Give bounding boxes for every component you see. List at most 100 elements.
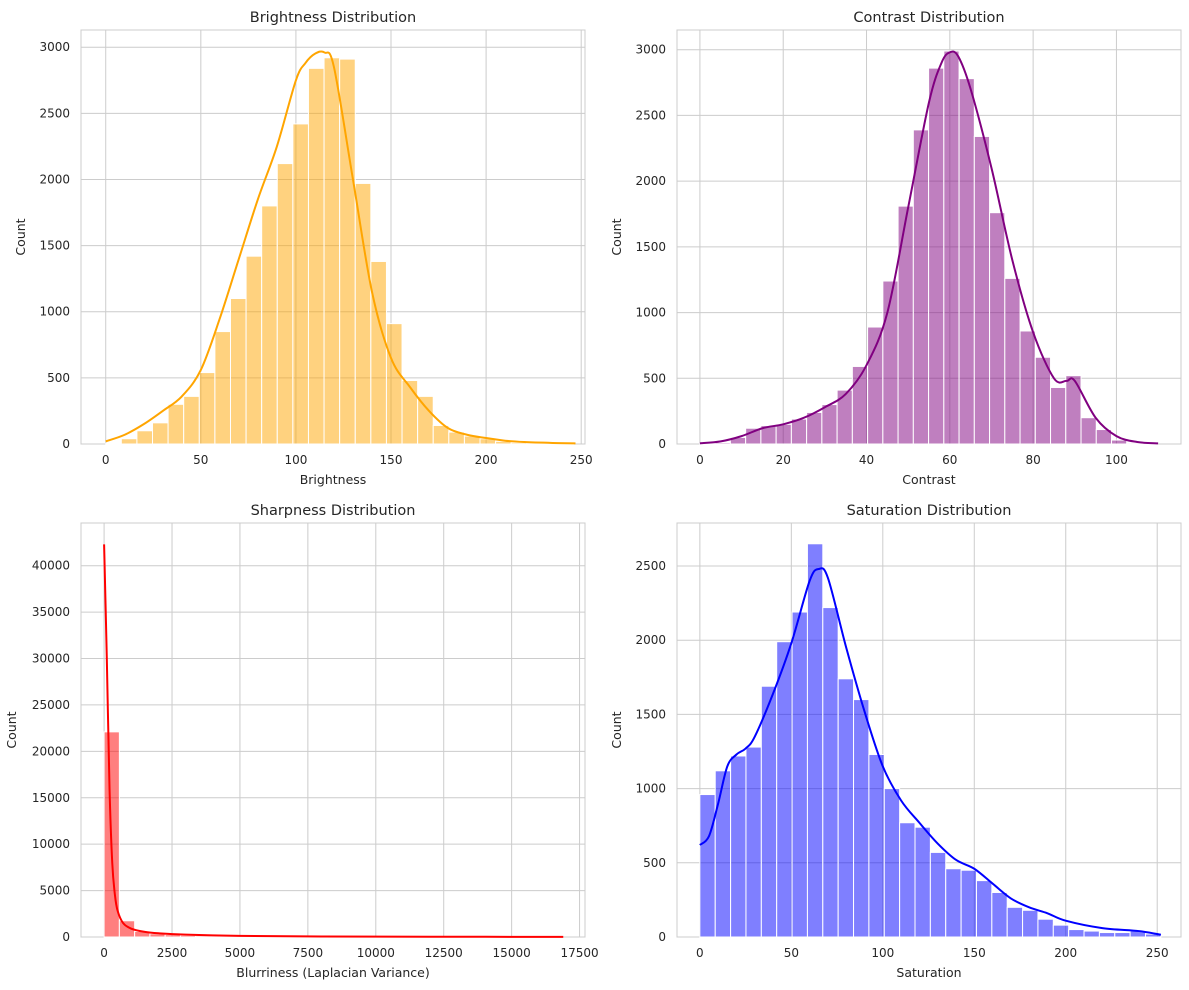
x-tick-label: 40 bbox=[859, 453, 874, 467]
histogram-bar bbox=[229, 298, 247, 445]
y-axis-label: Count bbox=[13, 218, 28, 255]
histogram-bar bbox=[152, 422, 169, 445]
x-axis-label: Brightness bbox=[300, 472, 367, 487]
histogram-bar bbox=[245, 255, 263, 445]
histogram-bar bbox=[167, 403, 185, 445]
x-tick-label: 100 bbox=[871, 946, 894, 960]
histogram-bar bbox=[776, 641, 793, 938]
x-tick-label: 200 bbox=[1054, 946, 1077, 960]
x-tick-label: 200 bbox=[475, 453, 498, 467]
x-tick-label: 150 bbox=[380, 453, 403, 467]
histogram-bar bbox=[791, 611, 808, 938]
y-tick-label: 500 bbox=[643, 856, 666, 870]
histogram-bar bbox=[120, 438, 138, 445]
histogram-bar bbox=[276, 163, 294, 445]
chart-title: Brightness Distribution bbox=[250, 10, 416, 26]
histogram-bar bbox=[699, 794, 716, 938]
x-tick-label: 100 bbox=[284, 453, 307, 467]
histogram-bar bbox=[945, 868, 962, 938]
histogram-bar bbox=[868, 753, 885, 938]
y-tick-label: 5000 bbox=[39, 884, 70, 898]
histogram-bar bbox=[943, 50, 960, 445]
histogram-bar bbox=[105, 442, 122, 445]
y-tick-label: 10000 bbox=[32, 837, 70, 851]
histogram-bar bbox=[1114, 932, 1131, 938]
x-tick-label: 20 bbox=[776, 453, 791, 467]
x-tick-label: 0 bbox=[696, 453, 704, 467]
histogram-bar bbox=[136, 430, 154, 445]
x-tick-label: 0 bbox=[100, 946, 108, 960]
histogram-bar bbox=[821, 404, 838, 445]
y-tick-label: 20000 bbox=[32, 744, 70, 758]
histogram-bar bbox=[370, 260, 387, 445]
histogram-bar bbox=[261, 205, 278, 445]
histogram-bar bbox=[760, 685, 778, 938]
x-tick-label: 17500 bbox=[560, 946, 598, 960]
histogram-bar bbox=[1083, 930, 1100, 938]
y-tick-label: 1000 bbox=[635, 306, 666, 320]
histogram-bar bbox=[354, 182, 372, 445]
histogram-bar bbox=[973, 135, 991, 445]
histogram-bar bbox=[867, 326, 884, 445]
y-tick-label: 500 bbox=[643, 371, 666, 385]
histogram-bar bbox=[1065, 375, 1082, 445]
y-tick-label: 1500 bbox=[39, 239, 70, 253]
plot-area bbox=[80, 522, 586, 938]
histogram-bar bbox=[1068, 929, 1085, 938]
x-tick-label: 0 bbox=[696, 946, 704, 960]
y-tick-label: 3000 bbox=[39, 40, 70, 54]
x-tick-label: 150 bbox=[963, 946, 986, 960]
histogram-bar bbox=[1052, 924, 1070, 938]
y-tick-label: 1500 bbox=[635, 707, 666, 721]
chart-title: Saturation Distribution bbox=[847, 503, 1012, 519]
y-tick-label: 0 bbox=[62, 437, 70, 451]
histogram-bar bbox=[883, 788, 901, 938]
y-axis-label: Count bbox=[4, 711, 19, 748]
histogram-bar bbox=[882, 280, 899, 445]
y-tick-label: 3000 bbox=[635, 43, 666, 57]
x-tick-label: 60 bbox=[942, 453, 957, 467]
histogram-bar bbox=[1004, 277, 1021, 445]
x-axis-label: Contrast bbox=[902, 472, 956, 487]
histogram-bar bbox=[822, 607, 839, 938]
y-tick-label: 1000 bbox=[635, 782, 666, 796]
histogram-bar bbox=[198, 372, 216, 445]
x-tick-label: 100 bbox=[1105, 453, 1128, 467]
histogram-bar bbox=[975, 880, 993, 938]
histogram-bar bbox=[989, 212, 1006, 445]
y-tick-label: 500 bbox=[47, 371, 70, 385]
y-tick-label: 25000 bbox=[32, 698, 70, 712]
histogram-bar bbox=[775, 423, 792, 445]
x-tick-label: 12500 bbox=[425, 946, 463, 960]
x-tick-label: 5000 bbox=[225, 946, 256, 960]
histogram-bar bbox=[790, 418, 808, 445]
chart-title: Contrast Distribution bbox=[853, 10, 1004, 26]
histogram-bar bbox=[417, 395, 434, 445]
histogram-bar bbox=[958, 78, 975, 445]
histogram-bar bbox=[897, 205, 914, 445]
histogram-bar bbox=[1022, 909, 1039, 938]
chart-panel-1: 0 50 100 150 200 250050010001500200025003000B… bbox=[13, 10, 593, 487]
histogram-bar bbox=[1098, 932, 1116, 938]
y-tick-label: 0 bbox=[62, 930, 70, 944]
histogram-bar bbox=[714, 770, 732, 938]
chart-panel-2: 0 20 40 60 80 100050010001500200025003000Cont… bbox=[609, 10, 1182, 487]
histogram-bar bbox=[899, 822, 916, 938]
y-tick-label: 0 bbox=[658, 437, 666, 451]
histogram-bar bbox=[1006, 906, 1024, 938]
histogram-bar bbox=[307, 67, 325, 445]
histogram-bar bbox=[730, 755, 747, 938]
y-tick-label: 40000 bbox=[32, 559, 70, 573]
histogram-bar bbox=[806, 411, 823, 445]
x-tick-label: 2500 bbox=[157, 946, 188, 960]
y-tick-label: 2500 bbox=[635, 559, 666, 573]
histogram-bar bbox=[1037, 918, 1054, 938]
histogram-bar bbox=[292, 123, 309, 445]
x-tick-label: 15000 bbox=[493, 946, 531, 960]
x-tick-label: 50 bbox=[193, 453, 208, 467]
histogram-bar bbox=[837, 678, 855, 938]
y-tick-label: 2000 bbox=[39, 172, 70, 186]
y-axis-label: Count bbox=[609, 711, 624, 748]
histogram-bar bbox=[929, 851, 947, 938]
